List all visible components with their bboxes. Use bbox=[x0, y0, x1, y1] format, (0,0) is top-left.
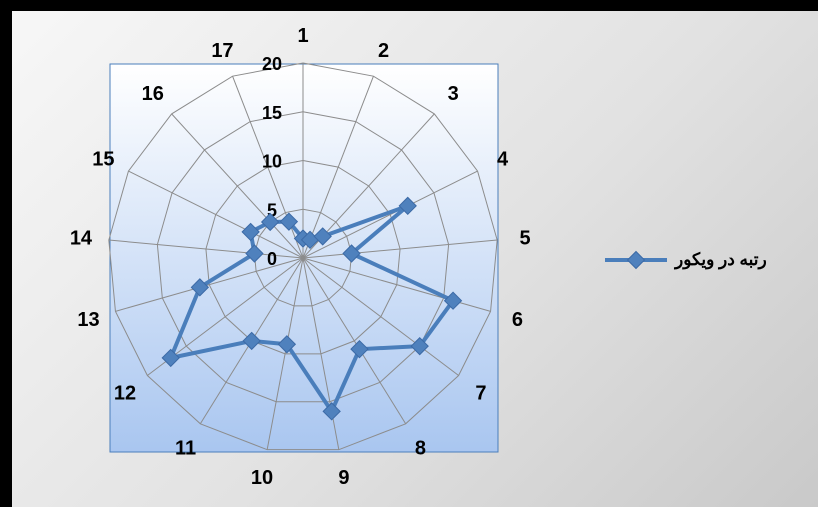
category-label: 13 bbox=[77, 309, 99, 331]
legend-label: رتبه در ویکور bbox=[675, 250, 767, 269]
grid-spoke bbox=[302, 75, 374, 259]
data-point bbox=[313, 227, 332, 246]
category-label: 14 bbox=[70, 227, 93, 249]
category-label: 4 bbox=[497, 149, 509, 171]
grid-spoke bbox=[302, 239, 498, 259]
category-label: 6 bbox=[512, 309, 523, 331]
category-label: 9 bbox=[338, 467, 349, 489]
grid-ring bbox=[156, 111, 450, 403]
category-label: 7 bbox=[475, 382, 486, 404]
data-point bbox=[443, 291, 463, 310]
tick-label: 10 bbox=[262, 152, 282, 172]
tick-label: 5 bbox=[267, 200, 277, 220]
category-label: 12 bbox=[114, 382, 136, 404]
grid-spoke bbox=[266, 257, 304, 450]
grid-spoke bbox=[302, 257, 407, 425]
chart-area: 0 5 10 15 20 1 2 3 4 5 6 7 8 9 10 11 12 13 14 15 16 17 رتبه … bbox=[12, 11, 818, 507]
data-point bbox=[242, 331, 261, 351]
radial-tick-labels: 0 5 10 15 20 bbox=[262, 54, 282, 269]
data-point bbox=[350, 339, 369, 359]
grid-spoke bbox=[128, 170, 304, 259]
data-point bbox=[260, 212, 280, 232]
data-point bbox=[300, 230, 320, 250]
legend-swatch bbox=[605, 250, 667, 270]
data-point bbox=[322, 402, 341, 421]
data-point bbox=[245, 244, 264, 263]
data-point bbox=[161, 348, 180, 368]
grid-spoke bbox=[171, 113, 304, 259]
category-label: 11 bbox=[175, 438, 196, 460]
data-point bbox=[277, 335, 297, 354]
grid-ring bbox=[108, 62, 498, 451]
tick-label: 15 bbox=[262, 103, 282, 123]
grid-spoke bbox=[115, 257, 304, 312]
grid-spoke bbox=[302, 257, 459, 376]
category-label: 2 bbox=[378, 40, 389, 62]
category-label: 3 bbox=[448, 83, 459, 105]
category-label: 15 bbox=[92, 149, 114, 171]
tick-label: 0 bbox=[267, 249, 277, 269]
category-label: 5 bbox=[519, 227, 530, 249]
category-label: 10 bbox=[251, 467, 273, 489]
data-point bbox=[342, 244, 361, 263]
series-layer bbox=[161, 196, 463, 421]
category-label: 16 bbox=[142, 83, 164, 105]
data-point bbox=[190, 278, 210, 297]
category-label: 1 bbox=[297, 25, 308, 47]
category-label: 8 bbox=[415, 438, 426, 460]
data-point bbox=[410, 336, 429, 356]
legend: رتبه در ویکور bbox=[602, 248, 812, 278]
grid-spoke bbox=[302, 170, 478, 259]
category-label: 17 bbox=[211, 40, 233, 62]
grid-ring bbox=[205, 159, 401, 355]
data-point bbox=[279, 212, 299, 231]
grid-spoke bbox=[108, 239, 304, 259]
data-point bbox=[241, 222, 260, 242]
data-point bbox=[398, 196, 417, 216]
grid-ring bbox=[253, 208, 353, 307]
tick-label: 20 bbox=[262, 54, 282, 74]
